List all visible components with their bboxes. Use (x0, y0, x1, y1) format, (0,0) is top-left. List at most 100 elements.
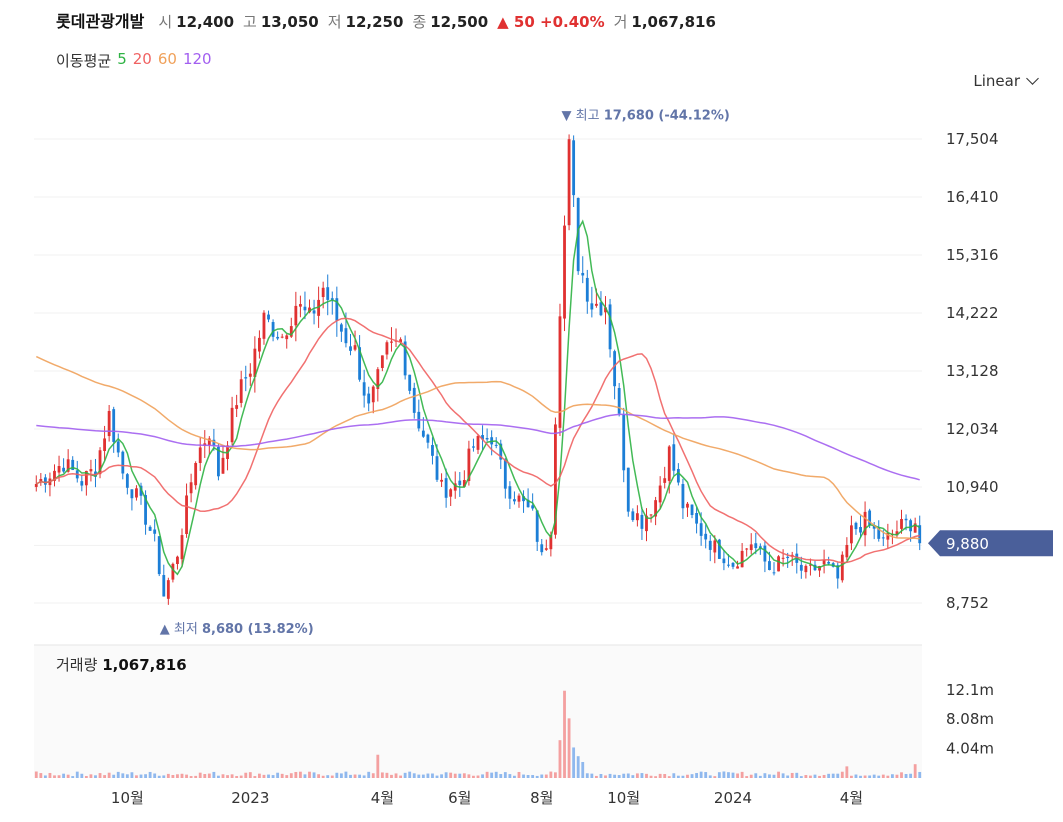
candle (176, 555, 179, 570)
candle (804, 564, 808, 579)
candle (695, 507, 698, 534)
volume-bar (344, 771, 348, 778)
candle (189, 473, 193, 503)
candle (262, 310, 266, 345)
candle-body (713, 540, 717, 553)
candle-body (909, 520, 913, 532)
time-tick-label: 4월 (371, 789, 394, 807)
volume-bar (645, 773, 648, 778)
candle (248, 363, 252, 386)
volume-bar (740, 771, 744, 778)
candle-body (594, 303, 598, 306)
candle-body (421, 430, 425, 437)
candle (116, 433, 120, 458)
candle-body (453, 483, 457, 491)
ma-60-legend[interactable]: 60 (157, 50, 177, 68)
volume-bar (777, 771, 780, 778)
price-tick-label: 8,752 (946, 594, 989, 612)
candle-body (772, 572, 776, 574)
candle (380, 355, 384, 372)
candle (444, 468, 448, 508)
candle-body (649, 514, 653, 516)
volume-bar (440, 774, 443, 778)
candle (845, 537, 849, 561)
price-tick-label: 15,316 (946, 246, 999, 264)
candle (676, 463, 680, 486)
ma-120-legend[interactable]: 120 (182, 50, 212, 68)
candle-body (458, 480, 462, 486)
candle-body (426, 434, 430, 443)
volume-bar (890, 774, 894, 778)
candle (654, 496, 658, 526)
candle-body (125, 474, 129, 488)
volume-bar (494, 771, 498, 778)
candle (672, 433, 676, 476)
volume-bar (84, 776, 88, 778)
candle-body (449, 489, 453, 497)
volume-bar (326, 775, 330, 778)
scale-dropdown[interactable]: Linear (973, 72, 1039, 90)
ma-5-line (35, 219, 921, 576)
candle (809, 558, 812, 576)
candle-body (900, 518, 903, 529)
volume-bar (435, 775, 439, 778)
candle-body (604, 307, 607, 313)
candle-body (868, 510, 872, 526)
candle-body (863, 511, 867, 536)
candle-body (385, 342, 389, 355)
volume-bar (772, 774, 776, 778)
candle (403, 335, 407, 380)
candle-body (704, 533, 708, 540)
candle (94, 458, 97, 488)
candle-body (508, 486, 512, 499)
volume-bar (462, 773, 466, 778)
volume-bar (335, 772, 339, 778)
volume-bar (212, 771, 216, 778)
volume-bar (476, 775, 480, 778)
candle (53, 464, 56, 487)
candle (412, 382, 416, 419)
candle (48, 472, 52, 497)
candle-body (157, 536, 161, 575)
candle (166, 577, 170, 605)
candle (89, 459, 93, 482)
ma-60-line (35, 355, 920, 540)
candle-body (758, 546, 762, 549)
change-value: ▲ 50 +0.40% (497, 13, 605, 31)
candle (194, 461, 198, 490)
candle (203, 430, 207, 459)
candle-body (645, 515, 648, 532)
volume-bar (535, 775, 539, 778)
candle-body (672, 444, 676, 471)
volume-bar (94, 775, 97, 778)
candle-body (239, 379, 243, 403)
candle-body (390, 341, 393, 343)
candle (244, 365, 248, 392)
low-label: 저 (327, 13, 342, 31)
ma-20-legend[interactable]: 20 (132, 50, 152, 68)
candle-body (253, 348, 257, 377)
volume-bar (827, 773, 831, 778)
candle-body (53, 470, 56, 481)
volume-bar (599, 773, 603, 778)
candlesticks (34, 134, 922, 605)
candle-body (690, 504, 694, 516)
candle (417, 399, 421, 432)
candle-body (717, 539, 721, 559)
candle-body (572, 140, 576, 196)
open-value: 12,400 (176, 13, 235, 31)
high-annotation: ▼ 최고 17,680 (-44.12%) (562, 109, 730, 124)
volume-bar (676, 775, 680, 778)
volume-bar (394, 773, 398, 778)
volume-bar (262, 774, 266, 778)
volume-bar (635, 773, 639, 778)
volume-bar (403, 772, 407, 778)
price-axis: 17,504 16,410 15,316 14,222 13,128 12,034 10,9… (946, 130, 999, 612)
volume-bar (107, 772, 111, 778)
candle (135, 485, 138, 501)
candle-body (476, 435, 480, 450)
volume-bar (412, 773, 416, 778)
ma-5-legend[interactable]: 5 (117, 50, 127, 68)
volume-bar (417, 774, 421, 778)
